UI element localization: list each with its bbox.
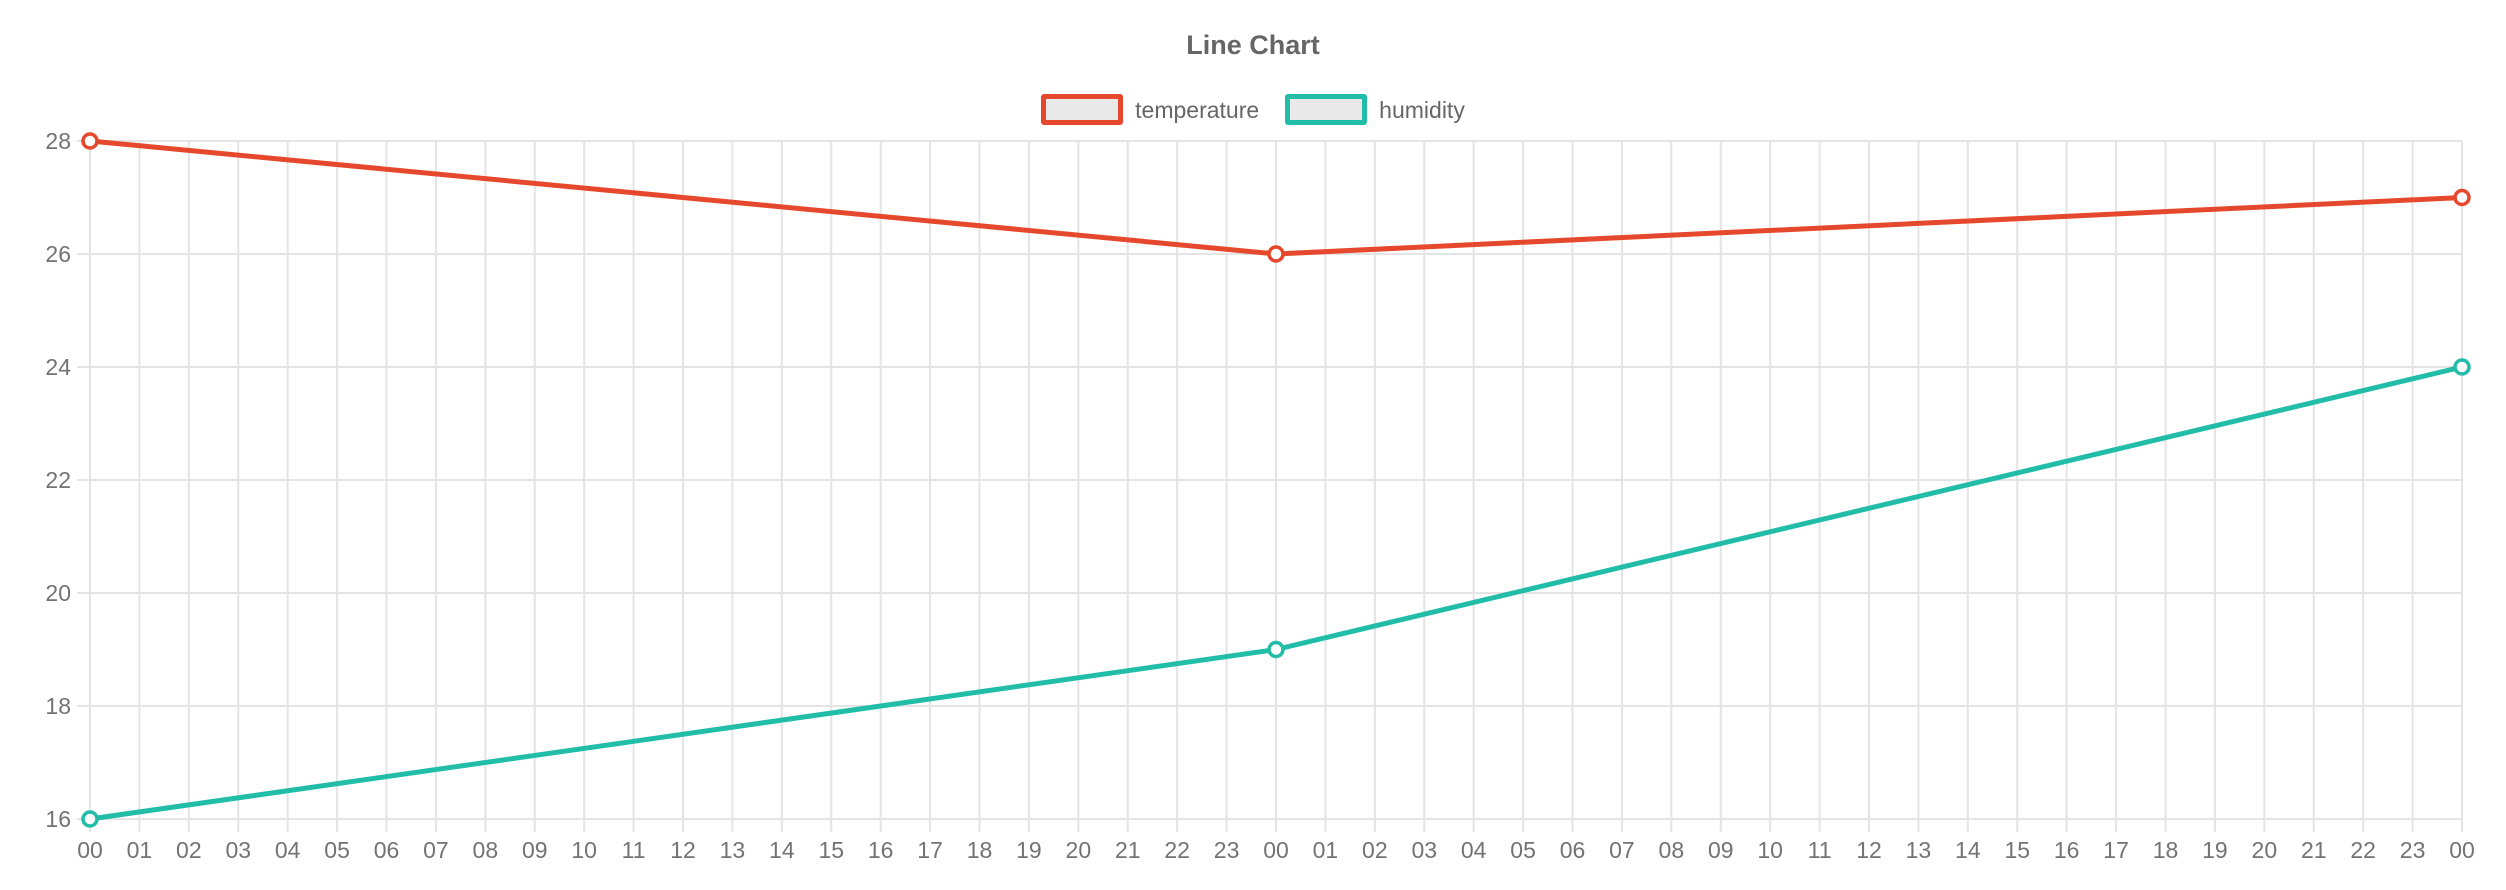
x-tick-label: 17: [2103, 837, 2129, 863]
x-tick-label: 15: [2004, 837, 2030, 863]
x-tick-label: 20: [1066, 837, 1092, 863]
x-tick-label: 03: [1411, 837, 1437, 863]
x-tick-label: 16: [2054, 837, 2080, 863]
x-tick-label: 21: [2301, 837, 2327, 863]
x-tick-label: 01: [127, 837, 153, 863]
x-tick-label: 14: [1955, 837, 1981, 863]
data-point-humidity[interactable]: [81, 810, 99, 828]
x-tick-label: 03: [225, 837, 251, 863]
x-tick-label: 21: [1115, 837, 1141, 863]
x-tick-label: 05: [324, 837, 350, 863]
x-tick-label: 23: [2400, 837, 2426, 863]
data-point-temperature[interactable]: [1267, 245, 1285, 263]
x-tick-label: 08: [1659, 837, 1685, 863]
x-tick-label: 04: [1461, 837, 1487, 863]
legend-item-humidity[interactable]: humidity: [1285, 94, 1465, 125]
x-tick-label: 13: [720, 837, 746, 863]
legend-swatch-humidity-icon: [1285, 94, 1368, 125]
x-tick-label: 00: [1263, 837, 1289, 863]
legend-label: humidity: [1379, 96, 1465, 123]
x-tick-label: 00: [77, 837, 103, 863]
x-tick-label: 12: [670, 837, 696, 863]
x-tick-label: 06: [1560, 837, 1586, 863]
x-tick-label: 18: [967, 837, 993, 863]
data-point-humidity[interactable]: [1267, 640, 1285, 659]
data-point-temperature[interactable]: [2453, 188, 2471, 207]
x-tick-label: 09: [1708, 837, 1734, 863]
legend-label: temperature: [1135, 96, 1260, 123]
y-tick-label: 24: [45, 354, 71, 380]
x-tick-label: 22: [1164, 837, 1190, 863]
x-tick-label: 10: [1757, 837, 1783, 863]
y-tick-label: 20: [45, 580, 71, 606]
x-tick-label: 08: [473, 837, 499, 863]
x-tick-label: 13: [1906, 837, 1932, 863]
x-tick-label: 04: [275, 837, 301, 863]
x-tick-label: 17: [917, 837, 943, 863]
x-tick-label: 00: [2449, 837, 2475, 863]
y-tick-label: 18: [45, 693, 71, 719]
x-tick-label: 23: [1214, 837, 1240, 863]
x-tick-label: 07: [1609, 837, 1635, 863]
x-tick-label: 18: [2153, 837, 2179, 863]
y-tick-label: 22: [45, 467, 71, 493]
data-point-temperature[interactable]: [81, 132, 99, 150]
x-tick-label: 19: [2202, 837, 2228, 863]
x-tick-label: 05: [1510, 837, 1536, 863]
y-tick-label: 28: [45, 128, 71, 154]
y-tick-label: 26: [45, 241, 71, 267]
x-tick-label: 11: [1808, 837, 1832, 863]
y-tick-label: 16: [45, 806, 71, 832]
x-tick-label: 20: [2252, 837, 2278, 863]
x-tick-label: 14: [769, 837, 795, 863]
legend-swatch-temperature-icon: [1041, 94, 1124, 125]
x-tick-label: 19: [1016, 837, 1042, 863]
chart-legend: temperature humidity: [0, 94, 2506, 125]
x-tick-label: 02: [1362, 837, 1388, 863]
x-tick-label: 10: [571, 837, 597, 863]
x-tick-label: 15: [818, 837, 844, 863]
x-tick-label: 09: [522, 837, 548, 863]
x-tick-label: 22: [2350, 837, 2376, 863]
x-tick-label: 12: [1856, 837, 1882, 863]
x-tick-label: 01: [1313, 837, 1339, 863]
legend-item-temperature[interactable]: temperature: [1041, 94, 1259, 125]
data-point-humidity[interactable]: [2453, 358, 2471, 376]
chart-title: Line Chart: [1186, 30, 1320, 60]
x-tick-label: 11: [622, 837, 646, 863]
x-tick-label: 07: [423, 837, 449, 863]
x-tick-label: 16: [868, 837, 894, 863]
x-tick-label: 06: [374, 837, 400, 863]
x-tick-label: 02: [176, 837, 202, 863]
